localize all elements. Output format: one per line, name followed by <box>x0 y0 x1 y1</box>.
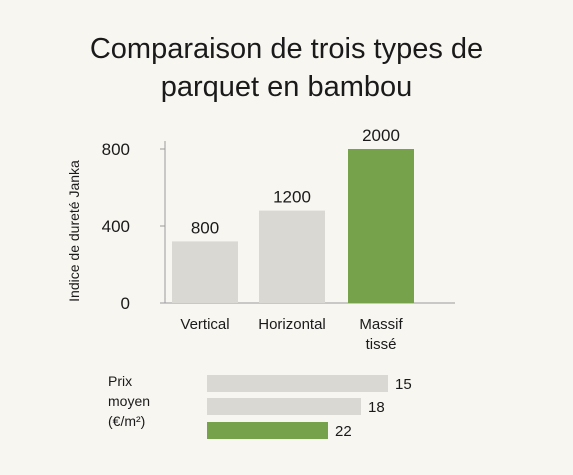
y-tick-label: 800 <box>102 140 130 159</box>
bar-value-label: 2000 <box>362 126 400 145</box>
bar-value-label: 800 <box>191 218 219 237</box>
price-bar-value-label: 15 <box>395 376 412 393</box>
chart-title-line-2: parquet en bambou <box>160 71 413 103</box>
y-tick-label: 0 <box>121 294 130 313</box>
price-bar-value-label: 22 <box>335 423 352 440</box>
bar <box>172 241 238 303</box>
price-label: moyen <box>108 393 150 409</box>
x-tick-label: Horizontal <box>258 316 326 333</box>
bar <box>348 149 414 303</box>
price-label: (€/m²) <box>108 413 145 429</box>
chart-title: Comparaison de trois types de parquet en… <box>0 30 573 106</box>
price-bar-value-label: 18 <box>368 399 385 416</box>
price-bar <box>207 422 328 439</box>
price-bar <box>207 375 388 392</box>
x-tick-label: Vertical <box>180 316 229 333</box>
x-tick-label: tissé <box>366 336 397 353</box>
price-bar <box>207 398 361 415</box>
chart-title-line-1: Comparaison de trois types de <box>89 33 484 65</box>
x-tick-label: Massif <box>359 316 403 333</box>
y-axis-label: Indice de dureté Janka <box>66 160 82 302</box>
bar-value-label: 1200 <box>273 188 311 207</box>
y-tick-label: 400 <box>102 217 130 236</box>
price-label: Prix <box>108 373 132 389</box>
bar <box>259 210 325 303</box>
